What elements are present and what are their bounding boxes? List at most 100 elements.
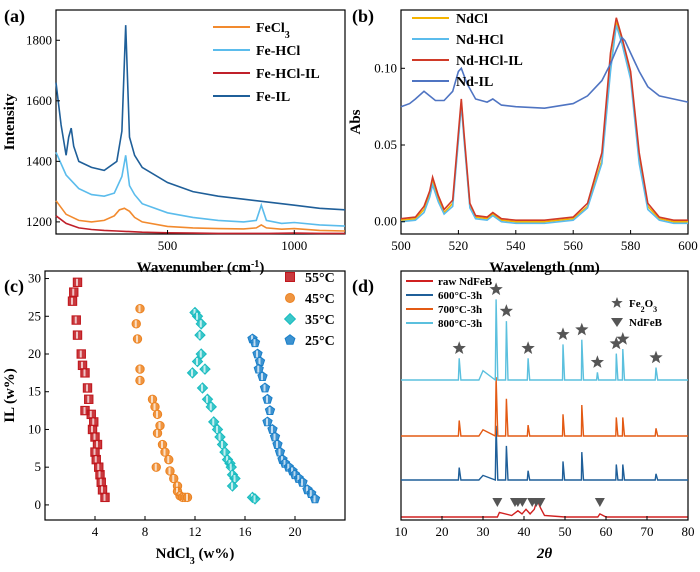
legend-label-fe2o3: Fe2O3 — [629, 298, 657, 314]
point-highlight — [92, 418, 95, 426]
point-highlight — [301, 478, 303, 486]
x-tick-label: 20 — [436, 524, 449, 539]
fe2o3-star-marker — [521, 341, 535, 354]
x-axis-label: NdCl3 (w%) — [156, 546, 235, 567]
point-highlight — [158, 422, 161, 430]
x-axis-label: 2θ — [536, 546, 553, 562]
point-highlight — [229, 463, 232, 471]
legend-label: 25°C — [305, 334, 335, 349]
y-tick-label: 10 — [28, 421, 41, 436]
x-tick-label: 10 — [395, 524, 408, 539]
point-highlight — [196, 312, 198, 320]
panel-b-frame — [400, 9, 689, 235]
point-highlight — [134, 320, 137, 328]
panel-b: 500 520 540 560 580 600 0.00 0.05 0.10 Wavelength… — [348, 6, 698, 276]
series-line-FeCl3 — [55, 200, 346, 232]
point-highlight — [253, 339, 256, 347]
legend-star-marker — [611, 297, 623, 308]
y-tick-label: 1600 — [26, 93, 52, 108]
point-highlight — [86, 384, 88, 392]
x-tick-label: 70 — [641, 524, 654, 539]
point-highlight — [186, 493, 188, 501]
x-tick-label: 50 — [559, 524, 572, 539]
point-highlight — [167, 456, 170, 464]
x-tick-label: 540 — [506, 238, 526, 253]
point-highlight — [258, 358, 261, 366]
y-tick-label: 15 — [28, 384, 41, 399]
point-highlight — [256, 350, 258, 358]
pattern-line-800°C-3h — [401, 299, 688, 382]
point-highlight — [313, 495, 316, 503]
point-highlight — [273, 433, 276, 441]
point-highlight — [151, 395, 153, 403]
point-highlight — [283, 459, 286, 467]
fe2o3-star-marker — [609, 336, 623, 350]
point-highlight — [233, 475, 236, 482]
legend-marker — [283, 312, 297, 326]
legend-label: 55°C — [305, 271, 335, 286]
x-tick-label: 16 — [239, 524, 253, 539]
point-highlight — [101, 486, 103, 494]
legend-label: 800°C-3h — [438, 318, 482, 330]
panel-a: 500 1000 1200 1400 1600 1800 Wavenumber (cm-1)… — [2, 6, 346, 276]
y-tick-label: 1800 — [26, 32, 52, 47]
y-tick-label: 0.10 — [374, 60, 397, 75]
point-highlight — [163, 448, 166, 456]
point-highlight — [268, 407, 271, 415]
series-line-Fe-IL — [55, 25, 346, 211]
y-tick-label: 1200 — [26, 214, 52, 229]
x-tick-label: 4 — [92, 524, 99, 539]
point-highlight — [203, 365, 206, 373]
legend-label: 600°C-3h — [438, 290, 482, 302]
panel-d: 10 20 30 40 50 60 70 80 2θ (d) raw NdFeB 600°C-3h 70… — [352, 270, 695, 562]
x-tick-label: 40 — [518, 524, 531, 539]
point-highlight — [216, 425, 218, 433]
y-tick-label: 30 — [28, 271, 41, 286]
legend-label: Fe-HCl — [256, 44, 300, 59]
point-highlight — [97, 463, 100, 471]
point-highlight — [231, 471, 233, 479]
fe2o3-star-marker — [489, 282, 503, 296]
point-highlight — [79, 350, 82, 358]
panel-c: 4 8 12 16 20 0 5 10 15 20 25 30 NdCl3 (w%) IL (w%) (c)… — [2, 270, 346, 567]
point-highlight — [261, 373, 263, 381]
point-highlight — [76, 278, 78, 286]
point-highlight — [136, 335, 138, 343]
point-highlight — [276, 441, 278, 449]
pattern-line-700°C-3h — [401, 377, 688, 438]
point-highlight — [83, 407, 86, 415]
legend-label: 45°C — [305, 292, 335, 307]
y-tick-label: 0.00 — [374, 214, 397, 229]
x-tick-label: 12 — [189, 524, 202, 539]
fe2o3-star-marker — [452, 341, 466, 354]
x-tick-label: 20 — [289, 524, 302, 539]
point-highlight — [297, 475, 300, 482]
point-highlight — [266, 418, 268, 426]
ndfeb-triangle-marker — [492, 498, 503, 507]
point-highlight — [251, 335, 253, 343]
point-highlight — [191, 369, 193, 377]
ndfeb-triangle-marker — [517, 498, 528, 507]
point-highlight — [98, 471, 101, 479]
point-highlight — [99, 478, 102, 486]
legend-label: 700°C-3h — [438, 304, 482, 316]
point-highlight — [154, 463, 157, 471]
point-highlight — [74, 316, 77, 324]
series-line-Nd-IL — [400, 36, 689, 110]
legend-label: Nd-IL — [456, 75, 493, 90]
x-tick-label: 80 — [682, 524, 695, 539]
point-highlight — [176, 482, 178, 490]
point-highlight — [172, 475, 175, 482]
fe2o3-star-marker — [590, 355, 604, 368]
point-highlight — [281, 456, 283, 464]
legend-label: Fe-IL — [256, 90, 290, 105]
point-highlight — [309, 490, 312, 498]
legend-label: 35°C — [305, 313, 335, 328]
x-tick-label: 500 — [158, 238, 178, 253]
point-highlight — [96, 441, 98, 449]
legend-triangle-marker — [611, 318, 623, 327]
x-tick-label: 580 — [621, 238, 641, 253]
panel-d-frame — [400, 270, 689, 521]
point-highlight — [212, 418, 215, 426]
point-highlight — [138, 305, 141, 313]
